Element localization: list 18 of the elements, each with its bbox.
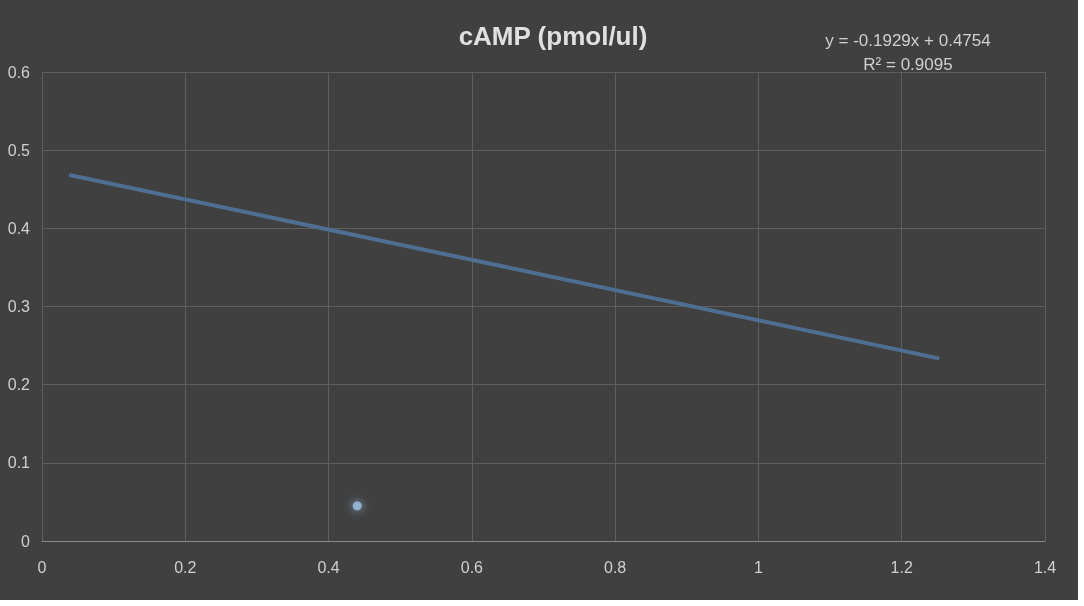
y-tick-label: 0.4	[7, 219, 31, 237]
y-tick-label: 0	[21, 532, 31, 550]
y-tick-label: 0.3	[7, 298, 31, 315]
y-tick-label: 0.5	[7, 141, 31, 159]
x-tick-label: 0.4	[317, 558, 340, 576]
chart-title: cAMP (pmol/ul)	[458, 21, 648, 51]
text: y = -0.1929x + 0.4754	[825, 31, 991, 50]
x-tick-label: 0.6	[460, 558, 484, 576]
x-tick-label: 1.2	[890, 558, 913, 576]
x-tick-label: 1	[753, 558, 763, 576]
x-tick-label: 0.2	[174, 558, 197, 576]
x-tick-label: 0	[37, 558, 47, 576]
y-tick-label: 0.6	[7, 63, 31, 81]
annotation: R² = 0.9095	[863, 55, 953, 74]
y-tick-label: 0.2	[7, 376, 31, 394]
y-tick-label: 0.1	[7, 454, 31, 472]
x-tick-label: 1.4	[1033, 558, 1057, 576]
x-tick-label: 0.8	[604, 558, 627, 576]
